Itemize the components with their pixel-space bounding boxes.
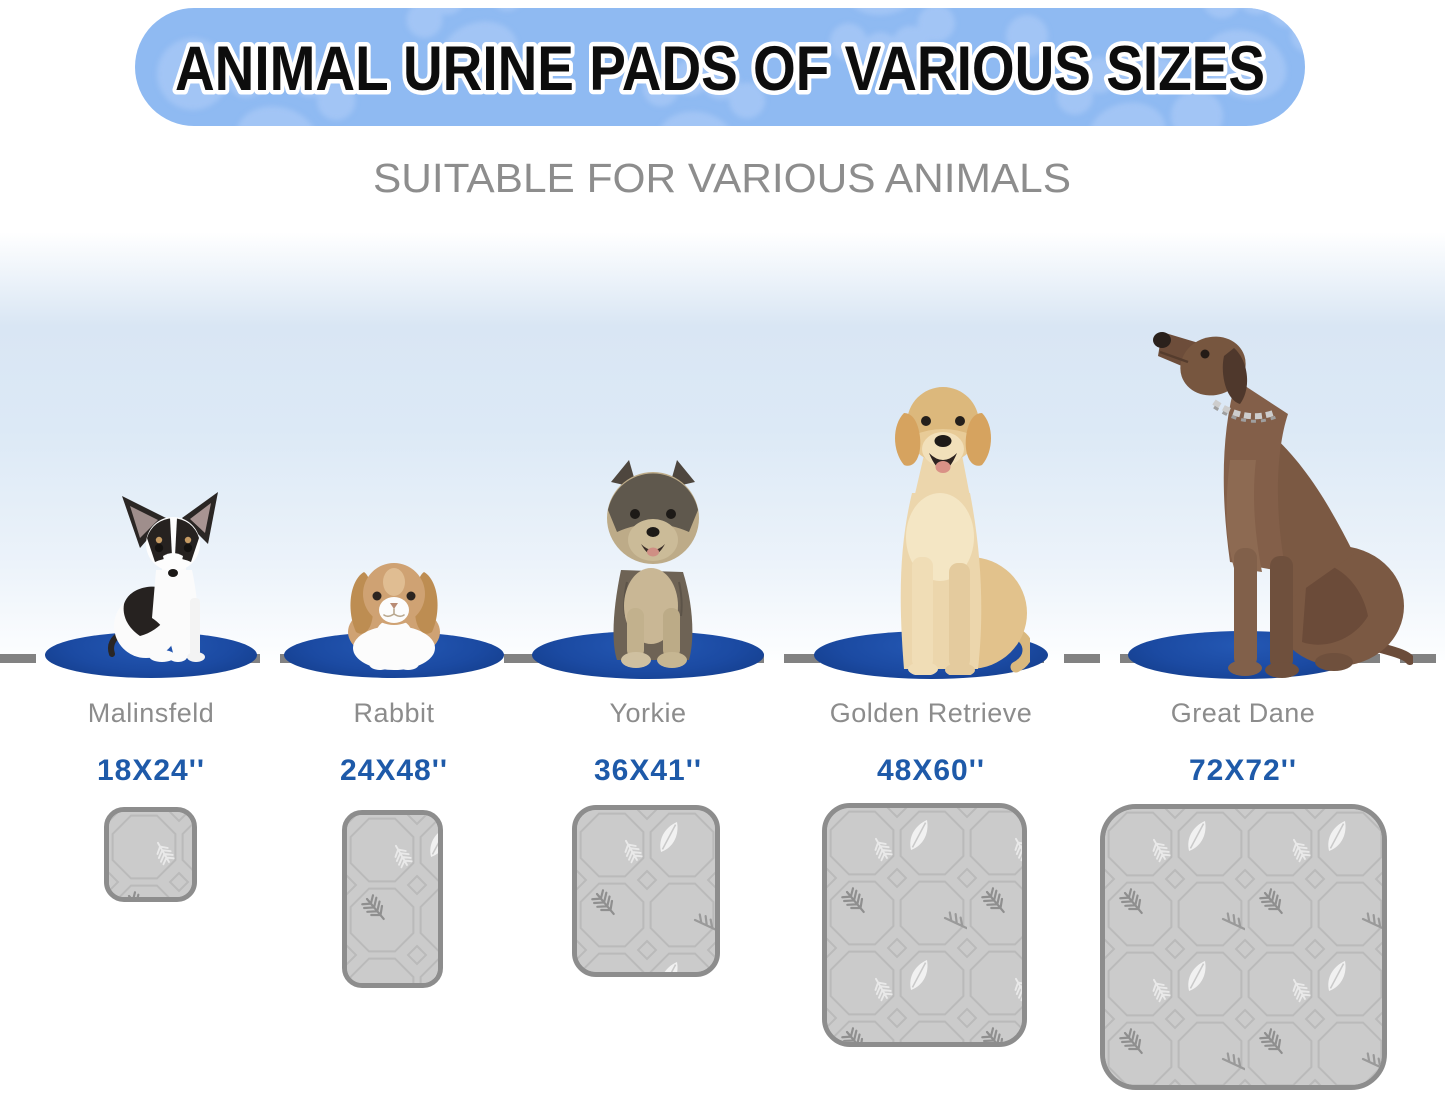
paw-print-icon [157, 8, 1305, 126]
pad-image-72x72 [1100, 804, 1387, 1090]
rabbit-photo [330, 546, 458, 672]
great-dane-photo [1118, 310, 1413, 678]
pad-size-label: 72X72'' [1188, 754, 1297, 787]
animal-name-label: Great Dane [1170, 698, 1316, 728]
pad-size-label: 24X48'' [339, 754, 448, 787]
page-title: ANIMAL URINE PADS OF VARIOUS SIZES [175, 34, 1265, 104]
animal-name-label: Rabbit [353, 698, 435, 728]
sky-gradient-background [0, 232, 1445, 660]
animal-name-label: Yorkie [609, 698, 687, 728]
yorkie-photo [583, 452, 721, 672]
pad-image-24x48 [342, 810, 443, 988]
pad-size-label: 18X24'' [96, 754, 205, 787]
page-subtitle: SUITABLE FOR VARIOUS ANIMALS [373, 155, 1071, 201]
subtitle-wrap: SUITABLE FOR VARIOUS ANIMALS [373, 155, 1071, 201]
title-banner: ANIMAL URINE PADS OF VARIOUS SIZES [135, 8, 1305, 126]
pad-image-18x24 [104, 807, 197, 902]
chihuahua-photo [78, 486, 238, 672]
banner-decor: ANIMAL URINE PADS OF VARIOUS SIZES [157, 8, 1305, 126]
pad-size-label: 36X41'' [593, 754, 702, 787]
animal-name-label: Golden Retrieve [829, 698, 1033, 728]
pad-size-label: 48X60'' [876, 754, 985, 787]
golden-retriever-photo [850, 375, 1030, 675]
pad-image-48x60 [822, 803, 1027, 1047]
pad-image-36x41 [572, 805, 720, 977]
animal-name-label: Malinsfeld [87, 698, 215, 728]
